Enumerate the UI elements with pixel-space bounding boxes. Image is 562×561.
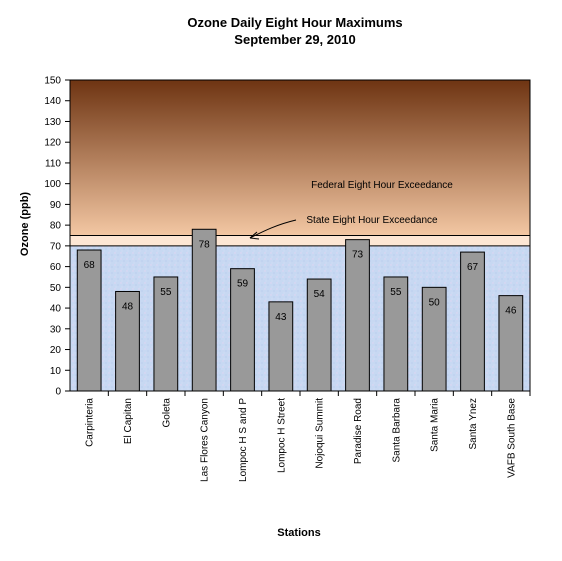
y-tick-label-0: 0 bbox=[55, 387, 61, 398]
state-exceedance-label: State Eight Hour Exceedance bbox=[306, 215, 438, 226]
data-label-3: 78 bbox=[199, 239, 211, 250]
y-tick-label-90: 90 bbox=[50, 200, 62, 211]
y-tick-label-100: 100 bbox=[44, 179, 61, 190]
data-label-5: 43 bbox=[275, 312, 287, 323]
data-label-4: 59 bbox=[237, 279, 249, 290]
data-label-6: 54 bbox=[314, 289, 326, 300]
data-label-1: 48 bbox=[122, 301, 134, 312]
x-category-4: Lompoc H S and P bbox=[238, 398, 249, 482]
y-ticks-group: 0 10 20 30 40 50 60 70 80 90 100 110 120 130 140 150 bbox=[44, 76, 70, 398]
y-tick-label-110: 110 bbox=[45, 158, 61, 169]
state-annotation-arrow bbox=[249, 219, 297, 239]
x-axis-title: Stations bbox=[277, 527, 320, 539]
y-tick-label-50: 50 bbox=[50, 283, 62, 294]
y-tick-label-60: 60 bbox=[50, 262, 62, 273]
x-category-0: Carpinteria bbox=[85, 398, 96, 447]
x-category-5: Lompoc H Street bbox=[276, 398, 287, 473]
y-tick-label-150: 150 bbox=[44, 76, 61, 87]
federal-exceedance-zone bbox=[70, 80, 530, 236]
y-tick-label-120: 120 bbox=[44, 138, 61, 149]
state-annotation-arrowhead bbox=[249, 231, 260, 240]
y-axis-title: Ozone (ppb) bbox=[19, 192, 31, 256]
plot-background bbox=[70, 80, 530, 391]
below-standard-zone bbox=[70, 245, 530, 391]
y-tick-label-20: 20 bbox=[50, 345, 62, 356]
y-tick-label-70: 70 bbox=[50, 241, 62, 252]
y-tick-label-130: 130 bbox=[44, 117, 61, 128]
state-exceedance-zone bbox=[70, 235, 530, 246]
x-category-3: Las Flores Canyon bbox=[200, 398, 211, 482]
y-tick-label-140: 140 bbox=[44, 96, 61, 107]
chart-title: Ozone Daily Eight Hour Maximums bbox=[187, 15, 402, 30]
data-labels-group: 68 48 55 78 59 43 54 73 55 50 67 46 bbox=[84, 239, 517, 323]
chart-subtitle: September 29, 2010 bbox=[234, 32, 355, 47]
x-categories-group: Carpinteria El Capitan Goleta Las Flores Ca… bbox=[85, 391, 531, 482]
y-tick-label-40: 40 bbox=[50, 304, 62, 315]
data-label-11: 46 bbox=[505, 306, 517, 317]
y-tick-label-10: 10 bbox=[50, 366, 62, 377]
x-category-6: Nojoqui Summit bbox=[315, 398, 326, 469]
x-category-10: Santa Ynez bbox=[468, 398, 479, 450]
bar-7 bbox=[345, 239, 370, 392]
y-tick-label-80: 80 bbox=[50, 221, 62, 232]
federal-exceedance-label: Federal Eight Hour Exceedance bbox=[311, 180, 453, 191]
bars-group bbox=[76, 228, 524, 392]
data-label-8: 55 bbox=[390, 287, 402, 298]
threshold-lines bbox=[70, 235, 530, 247]
x-category-1: El Capitan bbox=[123, 398, 134, 444]
data-label-9: 50 bbox=[429, 297, 441, 308]
data-label-0: 68 bbox=[84, 260, 96, 271]
bar-0 bbox=[76, 249, 102, 392]
x-category-2: Goleta bbox=[161, 398, 172, 428]
x-category-9: Santa Maria bbox=[430, 398, 441, 452]
data-label-7: 73 bbox=[352, 250, 364, 261]
bar-3 bbox=[191, 228, 217, 392]
y-tick-label-30: 30 bbox=[50, 324, 62, 335]
data-label-2: 55 bbox=[160, 287, 172, 298]
data-label-10: 67 bbox=[467, 262, 479, 273]
x-category-7: Paradise Road bbox=[353, 398, 364, 464]
x-category-8: Santa Barbara bbox=[391, 398, 402, 463]
x-category-11: VAFB South Base bbox=[506, 398, 517, 478]
